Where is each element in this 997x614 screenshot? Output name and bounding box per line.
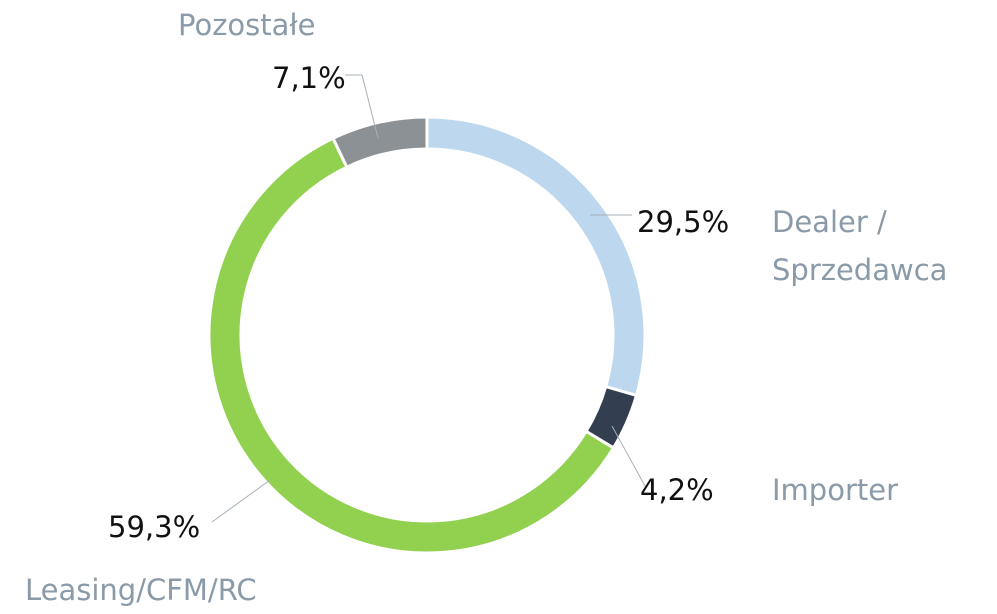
category-label: Leasing/CFM/RC bbox=[25, 573, 257, 607]
leader-line bbox=[611, 425, 646, 487]
donut-segment bbox=[207, 136, 616, 555]
value-label: 29,5% bbox=[637, 205, 730, 239]
category-label: Importer bbox=[772, 473, 899, 507]
leader-line bbox=[211, 479, 271, 523]
donut-segment bbox=[331, 115, 429, 170]
donut-segment bbox=[425, 115, 647, 398]
value-label: 4,2% bbox=[640, 473, 714, 507]
value-label: 7,1% bbox=[272, 61, 346, 95]
value-label: 59,3% bbox=[108, 510, 201, 544]
leader-line bbox=[345, 74, 379, 139]
category-label: Pozostałe bbox=[178, 8, 316, 42]
category-label: Dealer / Sprzedawca bbox=[772, 205, 948, 287]
